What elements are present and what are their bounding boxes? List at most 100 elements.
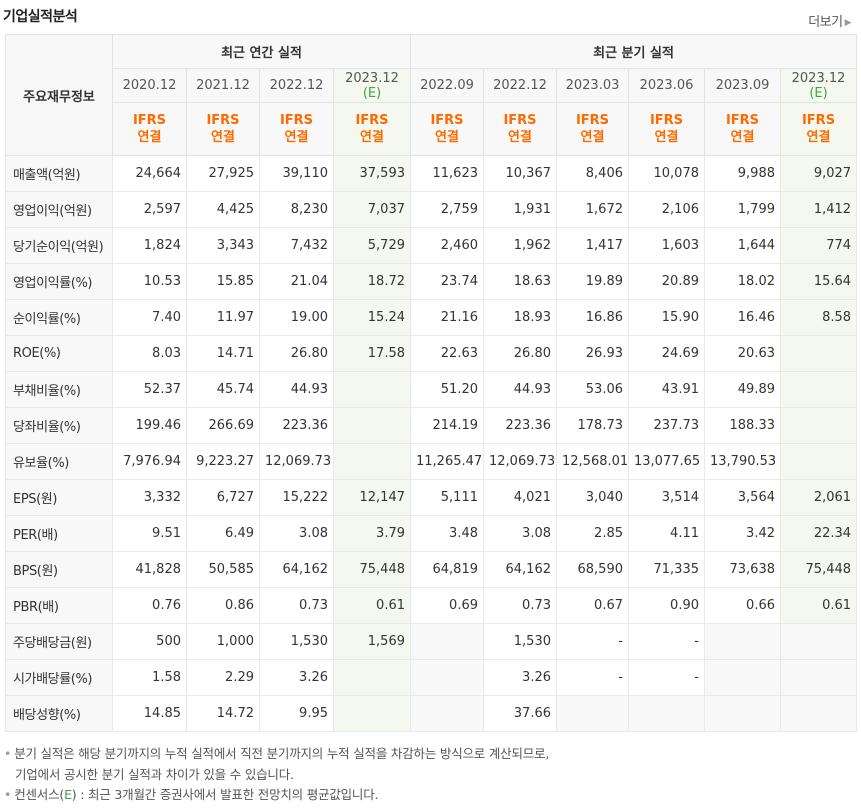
- table-cell: 50,585: [186, 551, 260, 588]
- table-cell: [333, 371, 411, 408]
- row-label: 영업이익(억원): [5, 191, 113, 228]
- table-row: PER(배) 9.51 6.49 3.08 3.79 3.48 3.08 2.85 4.11 3.…: [5, 515, 858, 552]
- table-cell: 11.97: [186, 299, 260, 336]
- table-row: 매출액(억원) 24,664 27,925 39,110 37,593 11,623 10,…: [5, 155, 858, 192]
- table-cell: 7.40: [112, 299, 187, 336]
- table-cell: 8.58: [779, 299, 858, 336]
- table-row: 당기순이익(억원) 1,824 3,343 7,432 5,729 2,460 1,962 1…: [5, 227, 858, 264]
- table-cell: -: [556, 659, 629, 696]
- table-cell: 2.29: [186, 659, 260, 696]
- table-cell: 6,727: [186, 479, 260, 516]
- table-row: BPS(원) 41,828 50,585 64,162 75,448 64,819 64,1…: [5, 551, 858, 588]
- table-cell: 7,976.94: [112, 443, 187, 480]
- table-cell: [410, 623, 484, 660]
- accounting-standard: IFRS 연결: [779, 102, 858, 156]
- table-cell: 44.93: [483, 371, 557, 408]
- period-label: 2023.12: [345, 70, 399, 86]
- table-cell: [333, 443, 411, 480]
- table-cell: 266.69: [186, 407, 260, 444]
- table-cell: [704, 659, 781, 696]
- table-cell: 10,367: [483, 155, 557, 192]
- table-cell: [779, 695, 858, 732]
- table-cell: 21.16: [410, 299, 484, 336]
- table-cell: [333, 407, 411, 444]
- table-cell: 19.00: [259, 299, 334, 336]
- table-cell: 51.20: [410, 371, 484, 408]
- table-cell: 10.53: [112, 263, 187, 300]
- table-cell: 0.61: [779, 587, 858, 624]
- row-label: 매출액(억원): [5, 155, 113, 192]
- table-row: 순이익률(%) 7.40 11.97 19.00 15.24 21.16 18.93 16.8…: [5, 299, 858, 336]
- row-label: PER(배): [5, 515, 113, 552]
- table-cell: [779, 443, 858, 480]
- table-cell: 26.80: [259, 335, 334, 372]
- annual-group-header: 최근 연간 실적: [112, 34, 411, 69]
- table-cell: 1,672: [556, 191, 629, 228]
- table-cell: 1,603: [628, 227, 705, 264]
- table-cell: 4,021: [483, 479, 557, 516]
- accounting-standard: IFRS 연결: [704, 102, 781, 156]
- table-cell: 53.06: [556, 371, 629, 408]
- table-cell: 9.51: [112, 515, 187, 552]
- table-cell: 26.93: [556, 335, 629, 372]
- table-cell: 3,332: [112, 479, 187, 516]
- table-cell: 223.36: [259, 407, 334, 444]
- table-cell: 13,077.65: [628, 443, 705, 480]
- table-cell: 3.42: [704, 515, 781, 552]
- table-cell: 774: [779, 227, 858, 264]
- table-cell: 24,664: [112, 155, 187, 192]
- table-cell: [779, 371, 858, 408]
- row-label: 부채비율(%): [5, 371, 113, 408]
- accounting-standard: IFRS 연결: [556, 102, 629, 156]
- footnote-2: • 컨센서스(E) : 최근 3개월간 증권사에서 발표한 전망치의 평균값입니다…: [4, 785, 549, 806]
- period-label: 2023.06: [639, 78, 694, 93]
- table-cell: 8,406: [556, 155, 629, 192]
- accounting-standard-label: IFRS: [430, 113, 464, 128]
- footnote-1-cont: 기업에서 공시한 분기 실적과 차이가 있을 수 있습니다.: [15, 766, 294, 782]
- period-header: 2023.06: [628, 68, 705, 103]
- table-cell: 68,590: [556, 551, 629, 588]
- table-row: ROE(%) 8.03 14.71 26.80 17.58 22.63 26.80 26.93…: [5, 335, 858, 372]
- table-cell: 214.19: [410, 407, 484, 444]
- table-cell: 23.74: [410, 263, 484, 300]
- quarter-group-header: 최근 분기 실적: [409, 34, 858, 69]
- more-label[interactable]: 더보기: [808, 15, 843, 30]
- row-label: 주당배당금(원): [5, 623, 113, 660]
- period-header: 2020.12: [112, 68, 187, 103]
- table-header: 주요재무정보 최근 연간 실적 최근 분기 실적 2020.12 2021.12 2…: [5, 34, 858, 156]
- table-cell: 1,530: [483, 623, 557, 660]
- table-cell: 3.08: [483, 515, 557, 552]
- table-cell: 0.86: [186, 587, 260, 624]
- financial-table: 주요재무정보 최근 연간 실적 최근 분기 실적 2020.12 2021.12 2…: [5, 34, 858, 732]
- label-column-header: 주요재무정보: [5, 34, 113, 156]
- table-cell: 12,568.01: [556, 443, 629, 480]
- section-header: 기업실적분석 더보기 ▶: [0, 0, 861, 34]
- table-cell: 0.73: [259, 587, 334, 624]
- table-body: 매출액(억원) 24,664 27,925 39,110 37,593 11,623 10,…: [5, 155, 858, 732]
- table-cell: 0.76: [112, 587, 187, 624]
- chevron-right-icon[interactable]: ▶: [844, 18, 852, 28]
- row-label: 당좌비율(%): [5, 407, 113, 444]
- table-cell: [704, 623, 781, 660]
- table-cell: 1,569: [333, 623, 411, 660]
- table-cell: 0.90: [628, 587, 705, 624]
- period-header: 2022.12: [259, 68, 334, 103]
- table-cell: 19.89: [556, 263, 629, 300]
- table-row: 주당배당금(원) 500 1,000 1,530 1,569 1,530- -: [5, 623, 858, 660]
- table-cell: 1,962: [483, 227, 557, 264]
- accounting-standard: IFRS 연결: [112, 102, 187, 156]
- more-link[interactable]: 더보기 ▶: [808, 11, 851, 30]
- table-cell: [410, 695, 484, 732]
- table-cell: 2,061: [779, 479, 858, 516]
- accounting-standard-label: IFRS: [206, 113, 240, 128]
- table-cell: [779, 623, 858, 660]
- accounting-standard: IFRS 연결: [628, 102, 705, 156]
- row-label: 배당성향(%): [5, 695, 113, 732]
- table-cell: 22.34: [779, 515, 858, 552]
- table-cell: -: [556, 623, 629, 660]
- consolidation-label: 연결: [508, 130, 532, 145]
- table-cell: 178.73: [556, 407, 629, 444]
- table-cell: 1,417: [556, 227, 629, 264]
- table-cell: 15.85: [186, 263, 260, 300]
- table-cell: 12,069.73: [483, 443, 557, 480]
